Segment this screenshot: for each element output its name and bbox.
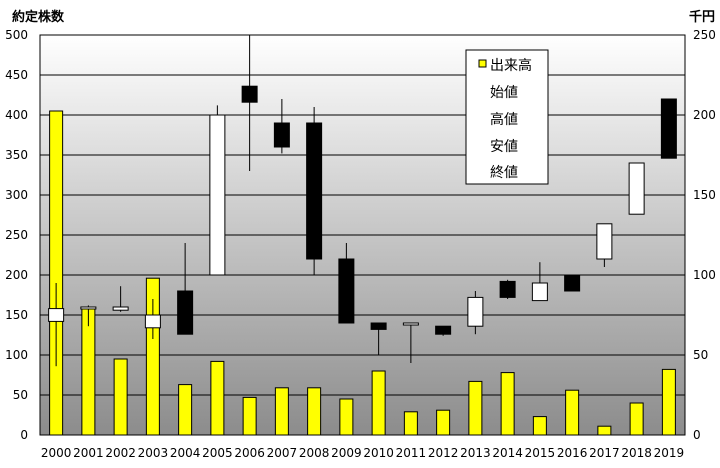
legend-label-close: 終値 <box>490 165 518 181</box>
volume-bar <box>629 402 644 436</box>
x-tick-label: 2019 <box>654 446 685 460</box>
left-axis-unit: 約定株数 <box>12 9 65 25</box>
legend-label-volume: 出来高 <box>490 57 532 74</box>
left-tick-label: 350 <box>5 148 28 162</box>
candle-body <box>273 122 290 148</box>
right-tick-label: 100 <box>693 268 716 282</box>
candle-body <box>80 306 97 310</box>
volume-bar <box>436 409 451 436</box>
candle-body <box>531 282 548 302</box>
volume-bar <box>500 372 515 436</box>
x-tick-label: 2011 <box>396 446 427 460</box>
x-tick-label: 2006 <box>234 446 265 460</box>
volume-bar <box>178 384 193 436</box>
candle-body <box>112 306 129 311</box>
candle-body <box>402 322 419 326</box>
candle-body <box>144 314 161 329</box>
x-tick-label: 2015 <box>525 446 556 460</box>
right-tick-label: 250 <box>693 28 716 42</box>
x-tick-label: 2002 <box>105 446 136 460</box>
left-tick-label: 50 <box>13 388 28 402</box>
volume-bar <box>339 398 354 436</box>
candle-body <box>306 122 323 260</box>
x-tick-label: 2001 <box>73 446 104 460</box>
candle-body <box>241 85 258 103</box>
volume-bar <box>565 389 580 436</box>
candle-body <box>564 274 581 292</box>
candle-body <box>467 296 484 327</box>
x-tick-label: 2004 <box>170 446 201 460</box>
candle-body <box>48 308 65 322</box>
x-tick-label: 2017 <box>589 446 620 460</box>
volume-bar <box>371 370 386 436</box>
right-axis-ticks: 0 50 100 150 200 250 <box>693 28 716 442</box>
volume-bar <box>532 416 547 436</box>
right-tick-label: 150 <box>693 188 716 202</box>
candle-body <box>660 98 677 159</box>
x-tick-label: 2000 <box>41 446 72 460</box>
left-tick-label: 150 <box>5 308 28 322</box>
candle-body <box>435 325 452 335</box>
left-tick-label: 500 <box>5 28 28 42</box>
left-tick-label: 100 <box>5 348 28 362</box>
volume-bar <box>113 358 128 436</box>
candle-body <box>499 280 516 298</box>
left-tick-label: 450 <box>5 68 28 82</box>
candle-body <box>596 223 613 260</box>
candle-body <box>177 290 194 335</box>
volume-bar <box>468 380 483 436</box>
right-tick-label: 200 <box>693 108 716 122</box>
volume-bar <box>661 368 676 436</box>
left-tick-label: 0 <box>20 428 28 442</box>
right-tick-label: 50 <box>693 348 708 362</box>
right-tick-label: 0 <box>693 428 701 442</box>
left-tick-label: 400 <box>5 108 28 122</box>
x-tick-label: 2016 <box>557 446 588 460</box>
left-tick-label: 250 <box>5 228 28 242</box>
volume-bar <box>307 387 322 436</box>
volume-bar <box>242 396 257 436</box>
left-tick-label: 200 <box>5 268 28 282</box>
candlesticks <box>48 35 677 367</box>
x-tick-label: 2008 <box>299 446 330 460</box>
legend-swatch-volume <box>478 59 487 68</box>
x-tick-label: 2010 <box>363 446 394 460</box>
legend-label-low: 安値 <box>490 139 518 155</box>
candle-body <box>628 162 645 215</box>
x-axis-labels: 2000 2001 2002 2003 2004 2005 2006 2007 2008 2009… <box>41 446 684 460</box>
legend: 出来高 始値 高値 安値 終値 <box>465 49 549 185</box>
volume-bar <box>597 425 612 436</box>
candle-body <box>370 322 387 330</box>
volume-bar <box>49 110 64 436</box>
x-tick-label: 2003 <box>138 446 169 460</box>
x-tick-label: 2005 <box>202 446 233 460</box>
x-tick-label: 2018 <box>621 446 652 460</box>
left-tick-label: 300 <box>5 188 28 202</box>
legend-label-open: 始値 <box>490 85 518 101</box>
x-tick-label: 2007 <box>267 446 298 460</box>
legend-label-high: 高値 <box>490 111 518 128</box>
volume-bar <box>403 411 418 436</box>
x-tick-label: 2012 <box>428 446 459 460</box>
left-axis-ticks: 0 50 100 150 200 250 300 350 400 450 500 <box>5 28 28 442</box>
right-axis-unit: 千円 <box>689 9 715 25</box>
candle-body <box>338 258 355 324</box>
x-tick-label: 2014 <box>492 446 523 460</box>
candle-body <box>209 114 226 276</box>
volume-bar <box>210 360 225 436</box>
x-tick-label: 2009 <box>331 446 362 460</box>
volume-bar <box>274 387 289 436</box>
x-tick-label: 2013 <box>460 446 491 460</box>
legend-box <box>465 49 549 185</box>
